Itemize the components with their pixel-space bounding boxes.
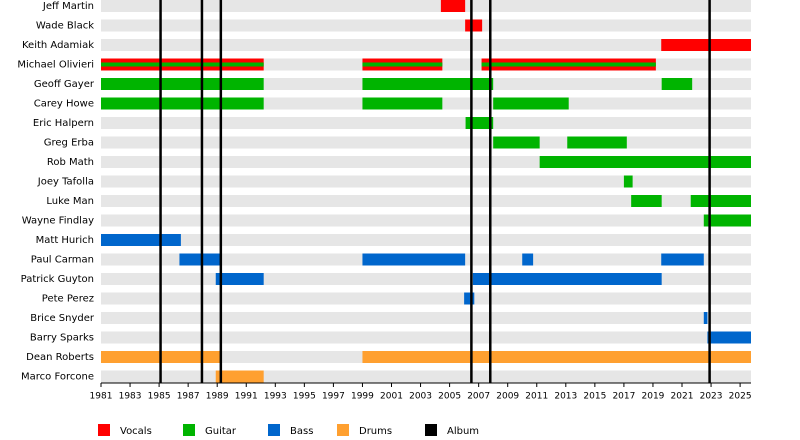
tenure-bar [493,136,540,149]
row-band [101,0,751,12]
x-tick-label: 2017 [612,392,635,402]
legend-label: Bass [290,426,313,437]
row-band [101,370,751,383]
row-band [101,136,751,149]
member-name: Jeff Martin [42,1,94,12]
member-name: Dean Roberts [26,352,94,363]
x-tick-label: 2007 [467,392,490,402]
tenure-bar [101,78,264,90]
tenure-bar [179,253,221,266]
tenure-bar [707,331,751,344]
member-name: Luke Man [46,196,94,207]
member-name: Greg Erba [44,138,94,149]
x-tick-label: 2025 [729,392,752,402]
x-tick-label: 1983 [119,392,142,402]
tenure-bar [703,214,751,227]
legend-label: Vocals [120,426,152,437]
x-tick-label: 2001 [380,392,403,402]
row-band [101,331,751,344]
x-tick-label: 1997 [322,392,345,402]
legend-swatch [425,424,437,436]
x-tick-label: 1989 [206,392,229,402]
x-tick-label: 1985 [148,392,171,402]
x-tick-label: 2011 [525,392,548,402]
tenure-bar [690,195,751,207]
x-tick-label: 2015 [583,392,606,402]
tenure-bar [362,97,443,110]
tenure-bar [481,62,656,67]
x-tick-label: 1991 [235,392,258,402]
member-name: Geoff Gayer [34,79,95,90]
member-name: Wayne Findlay [22,216,94,227]
row-band [101,214,751,227]
tenure-bar [631,195,662,207]
member-name: Marco Forcone [21,372,94,383]
x-tick-label: 1995 [293,392,316,402]
row-band [101,117,751,129]
tenure-bar [661,253,704,266]
x-tick-label: 2009 [496,392,519,402]
x-tick-label: 2013 [554,392,577,402]
tenure-bar [703,312,708,324]
x-tick-label: 1987 [177,392,200,402]
tenure-bar [215,370,264,383]
row-band [101,195,751,207]
row-band [101,19,751,32]
legend-label: Drums [359,426,392,437]
tenure-bar [362,78,494,90]
legend-swatch [337,424,349,436]
tenure-bar [440,0,466,12]
tenure-bar [465,19,483,32]
tenure-bar [661,78,693,90]
x-tick-label: 1993 [264,392,287,402]
x-tick-label: 2021 [671,392,694,402]
x-tick-label: 1999 [351,392,374,402]
x-tick-label: 1981 [90,392,113,402]
tenure-bar [539,156,751,168]
row-band [101,175,751,188]
member-name: Patrick Guyton [21,274,94,285]
x-tick-label: 2023 [700,392,723,402]
member-name: Rob Math [47,157,94,168]
tenure-bar [472,273,662,285]
member-name: Brice Snyder [30,313,95,324]
row-band [101,292,751,305]
member-name: Paul Carman [31,255,94,266]
row-band [101,234,751,246]
tenure-bar [661,39,751,51]
x-tick-label: 2005 [438,392,461,402]
row-band [101,312,751,324]
tenure-bar [215,273,264,285]
tenure-bar [101,234,181,246]
legend-swatch [98,424,110,436]
row-band [101,39,751,51]
legend-label: Guitar [205,426,237,437]
tenure-bar [493,97,569,110]
tenure-bar [623,175,633,188]
member-name: Carey Howe [34,99,94,110]
tenure-bar [101,62,264,67]
tenure-bar [567,136,627,149]
member-name: Eric Halpern [33,118,94,129]
legend-label: Album [447,426,479,437]
tenure-bar [464,292,475,305]
member-name: Keith Adamiak [22,40,94,51]
member-name: Matt Hurich [36,235,94,246]
x-tick-label: 2019 [642,392,665,402]
legend-swatch [183,424,195,436]
x-tick-label: 2003 [409,392,432,402]
tenure-bar [362,62,443,67]
member-name: Pete Perez [42,294,94,305]
member-name: Barry Sparks [30,333,94,344]
tenure-bar [362,351,751,363]
member-name: Wade Black [36,21,94,32]
member-name: Michael Olivieri [17,60,94,71]
tenure-bar [101,97,264,110]
tenure-bar [522,253,534,266]
tenure-bar [362,253,466,266]
legend-swatch [268,424,280,436]
member-name: Joey Tafolla [37,177,94,188]
